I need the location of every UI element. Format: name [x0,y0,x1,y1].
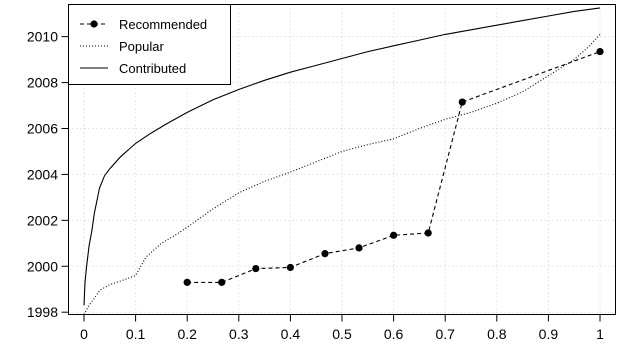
x-tick-label: 0.4 [281,326,301,342]
series-layer [83,7,604,315]
data-point-recommended [183,278,191,286]
series-line-recommended [187,51,601,283]
x-tick-label: 0.6 [384,326,404,342]
y-axis: 1998 2000 2002 2004 2006 2008 2010 [27,29,69,320]
x-tick-label: 0.9 [539,326,559,342]
data-point-recommended [286,263,294,272]
y-tick-label: 2004 [27,166,58,182]
legend-box [68,4,231,85]
data-point-recommended [596,47,604,56]
data-point-recommended [390,231,398,239]
y-tick-label: 2008 [27,75,58,91]
x-tick-label: 0.5 [332,326,352,342]
y-tick-label: 1998 [27,304,58,320]
legend-label-contributed: Contributed [119,61,186,76]
x-tick-label: 1 [596,326,604,342]
data-point-recommended [252,264,260,273]
x-tick-label: 0.3 [229,326,249,342]
y-tick-label: 2002 [27,212,58,228]
y-tick-label: 2000 [27,258,58,274]
x-tick-label: 0 [80,326,88,342]
x-tick-label: 0.1 [126,326,146,342]
legend: Recommended Popular Contributed [68,4,231,85]
data-point-recommended [458,98,466,106]
x-tick-label: 0.2 [177,326,197,342]
legend-marker-recommended [90,20,98,28]
series-line-popular [83,34,601,315]
x-tick-label: 0.7 [435,326,455,342]
data-point-recommended [218,278,226,286]
data-point-recommended [321,250,329,258]
x-tick-label: 0.8 [487,326,507,342]
data-point-recommended [424,229,432,237]
data-point-recommended [355,244,363,252]
y-tick-label: 2010 [27,29,58,45]
x-axis: 0 0.1 0.2 0.3 0.4 0.5 0.6 0.7 0.8 0.9 1 [80,314,604,342]
series-line-contributed [83,7,601,306]
y-tick-label: 2006 [27,121,58,137]
legend-label-recommended: Recommended [119,17,207,32]
legend-label-popular: Popular [119,39,164,54]
